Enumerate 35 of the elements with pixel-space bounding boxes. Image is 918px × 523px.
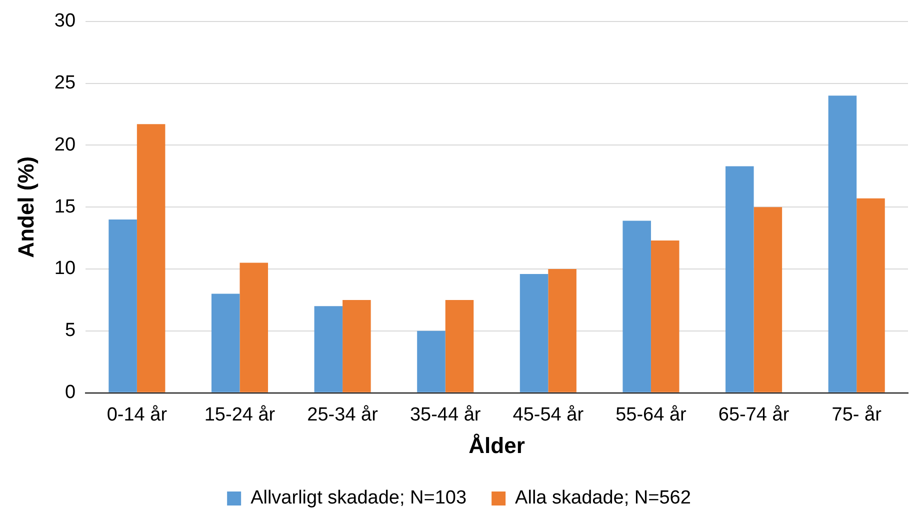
x-axis-title: Ålder — [468, 432, 526, 458]
y-tick-label: 30 — [54, 10, 76, 32]
x-tick-label: 25-34 år — [307, 404, 379, 426]
bar — [856, 198, 885, 392]
bar — [314, 306, 343, 392]
y-tick-label: 10 — [54, 258, 76, 280]
bar — [548, 269, 576, 392]
bar — [342, 300, 371, 392]
bar — [726, 166, 754, 392]
y-tick-label: 15 — [54, 196, 76, 218]
bar — [828, 96, 857, 392]
y-tick-label: 5 — [64, 320, 76, 342]
y-tick-label: 20 — [54, 134, 76, 156]
legend-label: Alla skadade; N=562 — [515, 488, 691, 509]
x-tick-label: 35-44 år — [410, 404, 482, 426]
bar — [754, 207, 782, 392]
bar — [108, 219, 137, 392]
legend-label: Allvarligt skadade; N=103 — [250, 488, 467, 509]
bar — [622, 220, 651, 392]
x-tick-label: 65-74 år — [718, 404, 790, 426]
bar — [136, 124, 166, 392]
x-tick-label: 0-14 år — [106, 404, 168, 426]
bar — [650, 240, 680, 392]
y-tick-label: 25 — [54, 72, 76, 94]
y-axis-title: Andel (%) — [13, 156, 38, 258]
x-tick-label: 15-24 år — [204, 404, 276, 426]
bar — [445, 300, 474, 392]
x-tick-label: 45-54 år — [512, 404, 584, 426]
bar — [211, 294, 240, 392]
y-tick-label: 0 — [64, 382, 76, 404]
x-tick-label: 55-64 år — [616, 404, 688, 426]
bar — [417, 330, 446, 392]
bar — [240, 262, 268, 392]
bar — [520, 274, 548, 392]
x-tick-label: 75- år — [832, 404, 882, 426]
